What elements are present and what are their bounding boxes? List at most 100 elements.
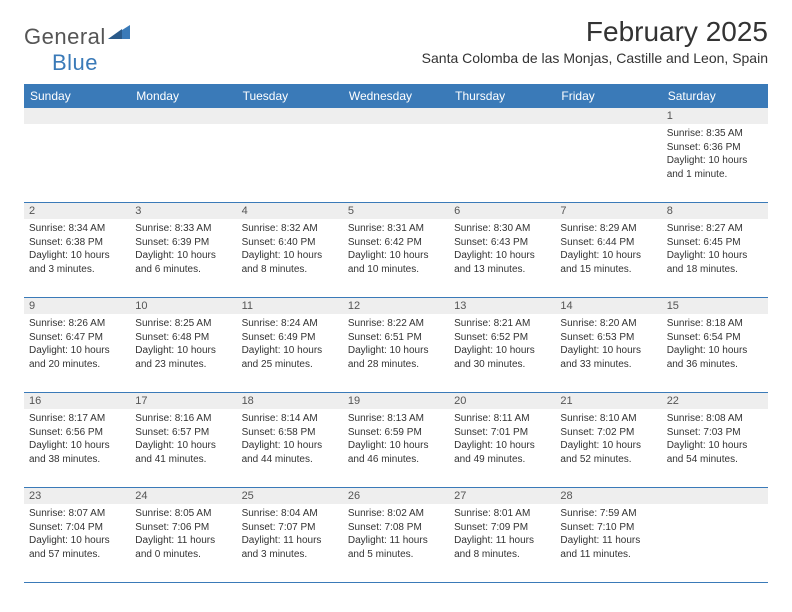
day-cell-line: Daylight: 10 hours and 3 minutes. (29, 249, 125, 276)
week-row: Sunrise: 8:35 AMSunset: 6:36 PMDaylight:… (24, 124, 768, 203)
day-cell-line: Daylight: 10 hours and 38 minutes. (29, 439, 125, 466)
day-cell: Sunrise: 8:30 AMSunset: 6:43 PMDaylight:… (449, 219, 555, 297)
day-cell-line: Sunrise: 8:04 AM (242, 507, 338, 521)
header: GeneralBlue February 2025 Santa Colomba … (24, 16, 768, 76)
title-block: February 2025 Santa Colomba de las Monja… (422, 16, 768, 66)
day-cell-line: Daylight: 10 hours and 57 minutes. (29, 534, 125, 561)
day-cell-line: Sunset: 6:54 PM (667, 331, 763, 345)
day-cell-line: Sunrise: 8:07 AM (29, 507, 125, 521)
day-number: 26 (343, 488, 449, 504)
day-cell: Sunrise: 8:24 AMSunset: 6:49 PMDaylight:… (237, 314, 343, 392)
day-number: 5 (343, 203, 449, 219)
day-cell: Sunrise: 8:08 AMSunset: 7:03 PMDaylight:… (662, 409, 768, 487)
day-cell-line: Sunset: 6:57 PM (135, 426, 231, 440)
week-row: Sunrise: 8:07 AMSunset: 7:04 PMDaylight:… (24, 504, 768, 583)
day-number (343, 108, 449, 124)
day-header: Wednesday (343, 84, 449, 108)
day-cell-line: Sunset: 7:10 PM (560, 521, 656, 535)
day-cell-line: Sunrise: 8:34 AM (29, 222, 125, 236)
day-cell-line: Sunset: 6:45 PM (667, 236, 763, 250)
day-cell-line: Daylight: 10 hours and 13 minutes. (454, 249, 550, 276)
day-cell-line: Sunrise: 8:11 AM (454, 412, 550, 426)
day-cell-line: Sunset: 7:01 PM (454, 426, 550, 440)
day-number: 2 (24, 203, 130, 219)
day-number: 4 (237, 203, 343, 219)
day-cell-line: Sunset: 6:38 PM (29, 236, 125, 250)
day-header: Saturday (662, 84, 768, 108)
day-cell-line: Sunset: 6:36 PM (667, 141, 763, 155)
day-number: 10 (130, 298, 236, 314)
day-cell-line: Daylight: 11 hours and 0 minutes. (135, 534, 231, 561)
week-row: Sunrise: 8:17 AMSunset: 6:56 PMDaylight:… (24, 409, 768, 488)
day-headers-row: SundayMondayTuesdayWednesdayThursdayFrid… (24, 84, 768, 108)
day-cell: Sunrise: 8:21 AMSunset: 6:52 PMDaylight:… (449, 314, 555, 392)
day-number (237, 108, 343, 124)
day-cell: Sunrise: 8:27 AMSunset: 6:45 PMDaylight:… (662, 219, 768, 297)
day-number: 16 (24, 393, 130, 409)
day-cell: Sunrise: 8:35 AMSunset: 6:36 PMDaylight:… (662, 124, 768, 202)
logo: GeneralBlue (24, 24, 130, 76)
day-cell-line: Daylight: 11 hours and 3 minutes. (242, 534, 338, 561)
logo-text-blue: Blue (52, 50, 98, 75)
day-cell-line: Sunset: 7:09 PM (454, 521, 550, 535)
day-cell: Sunrise: 8:22 AMSunset: 6:51 PMDaylight:… (343, 314, 449, 392)
day-cell-line: Daylight: 10 hours and 6 minutes. (135, 249, 231, 276)
day-number (555, 108, 661, 124)
day-cell-line: Daylight: 10 hours and 49 minutes. (454, 439, 550, 466)
day-cell: Sunrise: 8:16 AMSunset: 6:57 PMDaylight:… (130, 409, 236, 487)
day-cell-line: Daylight: 10 hours and 44 minutes. (242, 439, 338, 466)
day-cell: Sunrise: 8:14 AMSunset: 6:58 PMDaylight:… (237, 409, 343, 487)
day-number: 22 (662, 393, 768, 409)
day-number: 20 (449, 393, 555, 409)
day-cell: Sunrise: 8:29 AMSunset: 6:44 PMDaylight:… (555, 219, 661, 297)
day-cell (662, 504, 768, 582)
day-cell (555, 124, 661, 202)
day-cell-line: Daylight: 10 hours and 1 minute. (667, 154, 763, 181)
day-cell-line: Daylight: 11 hours and 11 minutes. (560, 534, 656, 561)
day-number: 24 (130, 488, 236, 504)
day-cell-line: Sunrise: 8:18 AM (667, 317, 763, 331)
day-cell-line: Sunrise: 8:32 AM (242, 222, 338, 236)
day-cell-line: Sunrise: 8:16 AM (135, 412, 231, 426)
day-cell-line: Sunset: 6:42 PM (348, 236, 444, 250)
day-cell-line: Sunset: 6:49 PM (242, 331, 338, 345)
day-cell-line: Sunset: 6:40 PM (242, 236, 338, 250)
day-number (130, 108, 236, 124)
logo-text-general: General (24, 24, 106, 50)
day-cell-line: Sunrise: 8:31 AM (348, 222, 444, 236)
day-number: 11 (237, 298, 343, 314)
day-cell-line: Daylight: 10 hours and 10 minutes. (348, 249, 444, 276)
day-cell (343, 124, 449, 202)
day-cell: Sunrise: 8:13 AMSunset: 6:59 PMDaylight:… (343, 409, 449, 487)
day-cell-line: Sunrise: 8:02 AM (348, 507, 444, 521)
day-cell: Sunrise: 8:18 AMSunset: 6:54 PMDaylight:… (662, 314, 768, 392)
location-label: Santa Colomba de las Monjas, Castille an… (422, 50, 768, 66)
day-number: 23 (24, 488, 130, 504)
day-cell: Sunrise: 8:05 AMSunset: 7:06 PMDaylight:… (130, 504, 236, 582)
day-cell-line: Daylight: 11 hours and 8 minutes. (454, 534, 550, 561)
day-cell (24, 124, 130, 202)
day-cell (449, 124, 555, 202)
day-cell-line: Sunset: 7:08 PM (348, 521, 444, 535)
day-cell-line: Daylight: 10 hours and 33 minutes. (560, 344, 656, 371)
day-number: 17 (130, 393, 236, 409)
day-cell-line: Sunset: 7:07 PM (242, 521, 338, 535)
day-header: Friday (555, 84, 661, 108)
day-cell-line: Sunrise: 8:08 AM (667, 412, 763, 426)
day-number: 3 (130, 203, 236, 219)
day-number: 6 (449, 203, 555, 219)
day-cell-line: Daylight: 10 hours and 23 minutes. (135, 344, 231, 371)
day-cell: Sunrise: 8:33 AMSunset: 6:39 PMDaylight:… (130, 219, 236, 297)
day-cell-line: Sunset: 6:43 PM (454, 236, 550, 250)
day-number (662, 488, 768, 504)
week-row: Sunrise: 8:34 AMSunset: 6:38 PMDaylight:… (24, 219, 768, 298)
day-number: 12 (343, 298, 449, 314)
day-number: 13 (449, 298, 555, 314)
day-cell: Sunrise: 8:04 AMSunset: 7:07 PMDaylight:… (237, 504, 343, 582)
day-number: 9 (24, 298, 130, 314)
logo-triangle-icon (108, 25, 130, 44)
day-cell-line: Sunset: 6:59 PM (348, 426, 444, 440)
day-cell-line: Sunrise: 8:14 AM (242, 412, 338, 426)
day-cell-line: Sunrise: 8:30 AM (454, 222, 550, 236)
day-cell-line: Sunrise: 8:21 AM (454, 317, 550, 331)
